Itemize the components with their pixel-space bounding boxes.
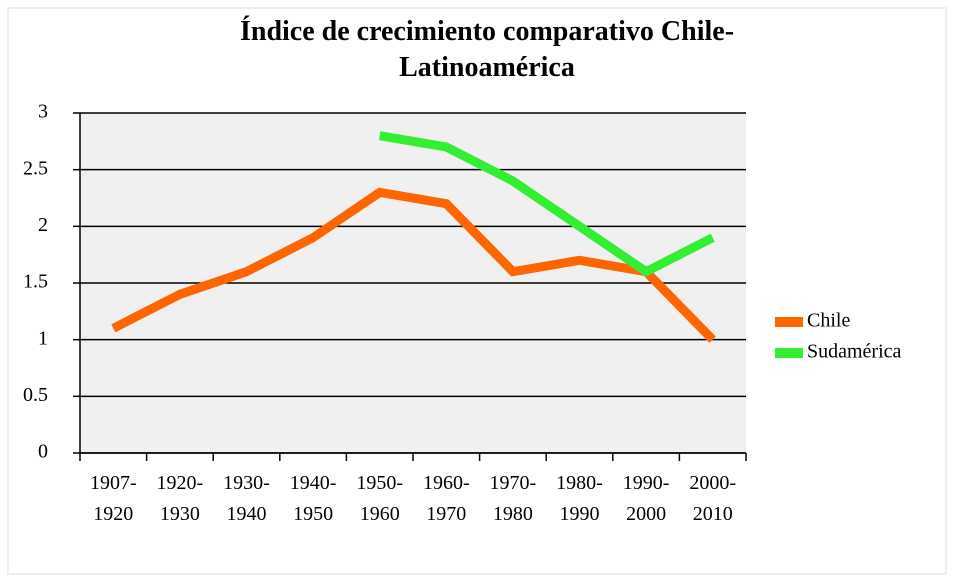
- x-tick-label: 2000-2010: [689, 472, 737, 525]
- legend-label: Sudamérica: [807, 341, 902, 363]
- y-tick-label: 2: [38, 214, 48, 236]
- y-tick-label: 1: [38, 327, 48, 349]
- x-tick-label: 1907-1920: [89, 472, 137, 525]
- x-tick-label: 1980-1990: [556, 472, 603, 525]
- x-tick-label: 1940-1950: [289, 472, 337, 525]
- legend-swatch: [775, 348, 803, 358]
- y-tick-label: 1.5: [23, 271, 48, 293]
- y-tick-label: 0: [38, 441, 48, 463]
- legend-label: Chile: [807, 310, 850, 332]
- line-series: [378, 131, 715, 277]
- line-series: [111, 187, 716, 343]
- y-tick-label: 2.5: [23, 157, 48, 179]
- x-tick-label: 1970-1980: [489, 472, 537, 525]
- chart-title: Índice de crecimiento comparativo Chile-…: [239, 16, 735, 83]
- x-tick-label: 1960-1970: [422, 472, 470, 525]
- y-tick-label: 3: [38, 101, 48, 123]
- x-tick-label: 1990-2000: [622, 472, 670, 525]
- x-tick-label: 1950-1960: [356, 472, 404, 525]
- y-tick-label: 0.5: [23, 384, 48, 406]
- x-tick-label: 1930-1940: [223, 472, 270, 525]
- legend-swatch: [775, 317, 803, 327]
- x-tick-label: 1920-1930: [156, 472, 204, 525]
- frame: [7, 7, 947, 575]
